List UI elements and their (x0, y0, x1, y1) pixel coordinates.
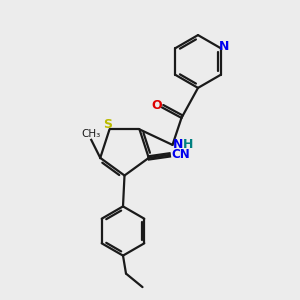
Text: H: H (183, 138, 193, 152)
Text: O: O (151, 99, 162, 112)
Text: N: N (173, 138, 183, 152)
Text: CH₃: CH₃ (81, 129, 100, 139)
Text: N: N (219, 40, 230, 53)
Text: CN: CN (171, 148, 190, 161)
Text: S: S (103, 118, 112, 131)
